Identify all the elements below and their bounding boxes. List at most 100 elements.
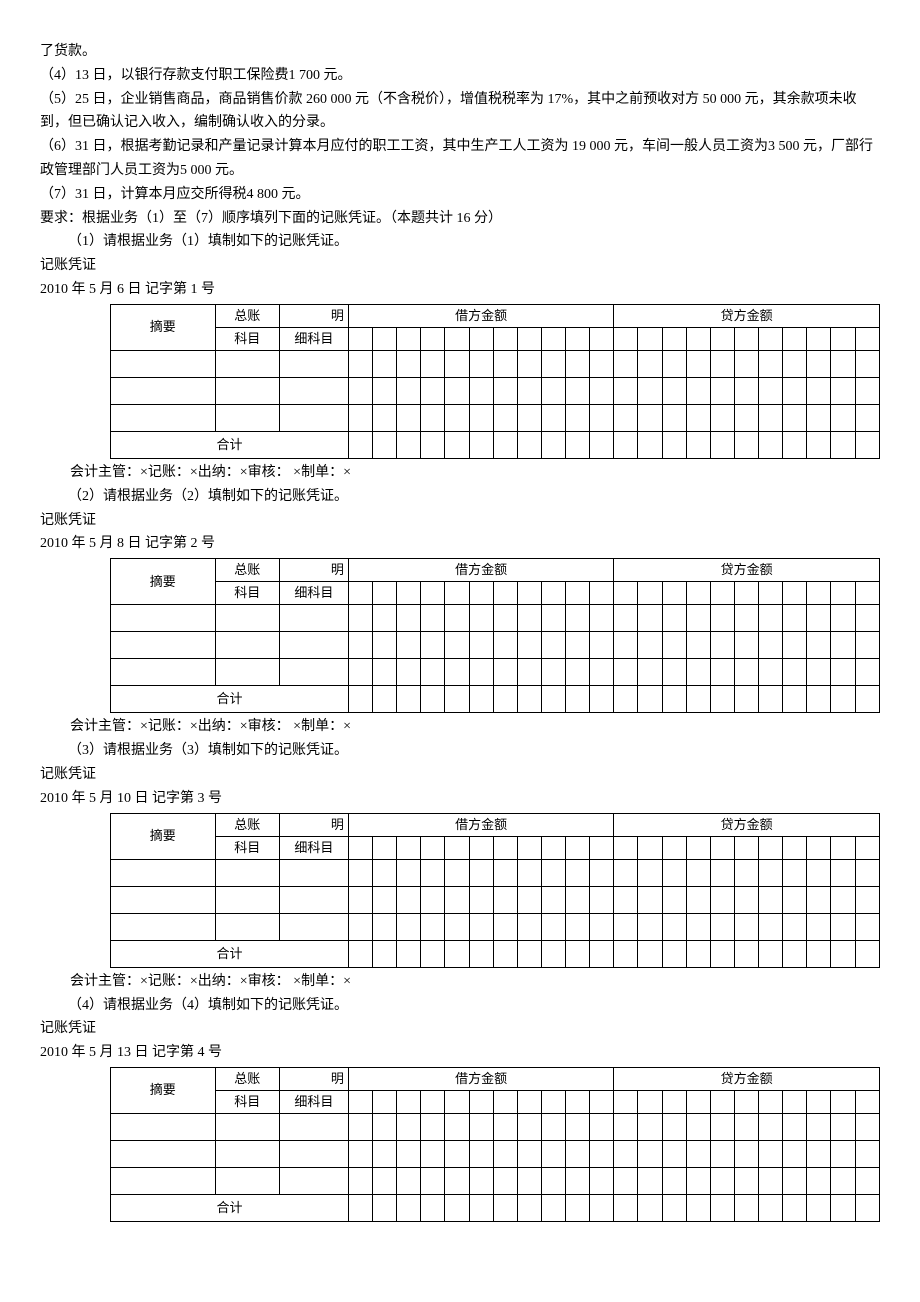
amount-cell — [614, 686, 638, 713]
col-detail-header2: 细科目 — [279, 327, 348, 350]
amount-cell — [831, 1114, 855, 1141]
amount-cell — [783, 404, 807, 431]
amount-cell — [686, 605, 710, 632]
amount-cell — [373, 886, 397, 913]
body-text: （5）25 日，企业销售商品，商品销售价款 260 000 元（不含税价），增值… — [40, 88, 880, 136]
amount-cell — [397, 886, 421, 913]
col-credit-header: 贷方金额 — [614, 813, 880, 836]
signature-line: 会计主管：×记账：×出纳：×审核： ×制单：× — [40, 461, 880, 485]
amount-cell — [445, 1141, 469, 1168]
amount-col-header — [590, 1090, 614, 1113]
amount-cell — [710, 632, 734, 659]
voucher-prompt: （3）请根据业务（3）填制如下的记账凭证。 — [40, 739, 880, 763]
amount-col-header — [662, 1090, 686, 1113]
amount-cell — [831, 350, 855, 377]
voucher-title: 记账凭证 — [40, 254, 880, 278]
amount-cell — [590, 886, 614, 913]
amount-cell — [686, 1195, 710, 1222]
amount-cell — [734, 632, 758, 659]
amount-cell — [397, 686, 421, 713]
amount-cell — [855, 886, 879, 913]
amount-cell — [421, 1141, 445, 1168]
amount-cell — [517, 886, 541, 913]
amount-cell — [855, 659, 879, 686]
amount-cell — [734, 913, 758, 940]
amount-cell — [566, 859, 590, 886]
amount-cell — [445, 605, 469, 632]
voucher-title: 记账凭证 — [40, 763, 880, 787]
amount-cell — [517, 605, 541, 632]
amount-cell — [373, 1114, 397, 1141]
amount-col-header — [348, 327, 372, 350]
amount-cell — [710, 1195, 734, 1222]
amount-col-header — [469, 836, 493, 859]
amount-cell — [662, 859, 686, 886]
amount-cell — [831, 605, 855, 632]
amount-cell — [397, 1195, 421, 1222]
amount-cell — [469, 859, 493, 886]
amount-cell — [686, 686, 710, 713]
amount-cell — [566, 1195, 590, 1222]
amount-cell — [590, 1141, 614, 1168]
amount-cell — [831, 659, 855, 686]
amount-cell — [397, 1114, 421, 1141]
voucher-cell — [111, 913, 216, 940]
voucher-cell — [111, 1141, 216, 1168]
voucher-cell — [215, 659, 279, 686]
amount-cell — [566, 1168, 590, 1195]
amount-cell — [638, 659, 662, 686]
amount-col-header — [445, 1090, 469, 1113]
amount-cell — [445, 659, 469, 686]
amount-cell — [831, 1195, 855, 1222]
amount-cell — [638, 1141, 662, 1168]
amount-cell — [373, 605, 397, 632]
amount-cell — [662, 632, 686, 659]
voucher-cell — [111, 859, 216, 886]
amount-cell — [759, 605, 783, 632]
amount-cell — [566, 431, 590, 458]
amount-cell — [541, 377, 565, 404]
amount-cell — [348, 605, 372, 632]
amount-cell — [541, 913, 565, 940]
total-label: 合计 — [111, 431, 349, 458]
amount-cell — [348, 1114, 372, 1141]
amount-cell — [566, 404, 590, 431]
amount-col-header — [397, 1090, 421, 1113]
amount-cell — [710, 940, 734, 967]
amount-cell — [855, 686, 879, 713]
total-label: 合计 — [111, 1195, 349, 1222]
amount-col-header — [469, 582, 493, 605]
amount-col-header — [373, 327, 397, 350]
amount-cell — [734, 605, 758, 632]
amount-col-header — [590, 836, 614, 859]
amount-col-header — [614, 836, 638, 859]
voucher-cell — [215, 404, 279, 431]
amount-cell — [759, 350, 783, 377]
amount-col-header — [710, 327, 734, 350]
amount-cell — [421, 686, 445, 713]
amount-col-header — [445, 836, 469, 859]
amount-col-header — [831, 327, 855, 350]
amount-cell — [469, 431, 493, 458]
amount-col-header — [759, 1090, 783, 1113]
amount-cell — [614, 431, 638, 458]
amount-cell — [493, 859, 517, 886]
amount-cell — [421, 1195, 445, 1222]
amount-cell — [469, 377, 493, 404]
amount-cell — [373, 1168, 397, 1195]
voucher-cell — [111, 350, 216, 377]
amount-cell — [662, 940, 686, 967]
amount-cell — [445, 886, 469, 913]
amount-cell — [614, 940, 638, 967]
voucher-cell — [215, 859, 279, 886]
amount-cell — [807, 350, 831, 377]
voucher-cell — [215, 377, 279, 404]
voucher-cell — [279, 1114, 348, 1141]
amount-cell — [638, 431, 662, 458]
amount-cell — [614, 377, 638, 404]
amount-cell — [590, 605, 614, 632]
amount-cell — [783, 1195, 807, 1222]
amount-col-header — [566, 327, 590, 350]
amount-cell — [710, 1141, 734, 1168]
amount-cell — [831, 913, 855, 940]
